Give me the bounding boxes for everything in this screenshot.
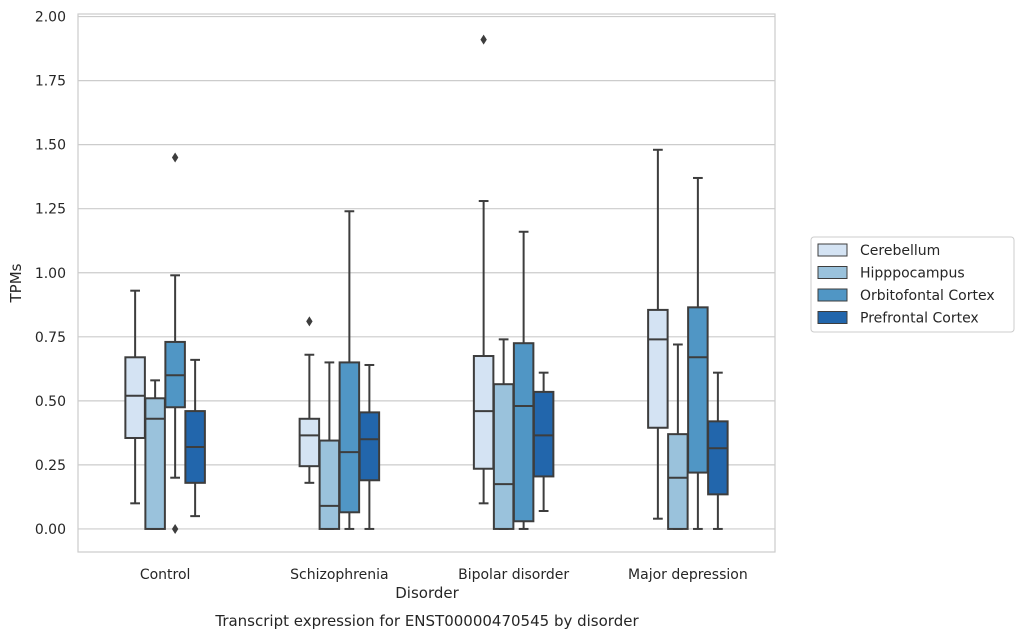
y-tick-label: 1.00 — [35, 266, 66, 282]
y-axis-title: TPMs — [7, 263, 25, 303]
category-group — [124, 152, 206, 534]
box-iqr — [707, 420, 729, 496]
box-iqr — [298, 417, 321, 468]
y-axis-ticks: 0.00 0.25 0.50 0.75 1.00 1.25 1.50 1.75 2.00 — [35, 10, 66, 538]
legend-label: Prefrontal Cortex — [860, 311, 979, 327]
outlier-point — [306, 316, 313, 327]
box-iqr — [472, 355, 495, 470]
box-iqr — [512, 342, 535, 523]
x-axis-title: Disorder — [395, 584, 459, 602]
legend-frame — [810, 236, 1015, 333]
box-groups — [124, 34, 729, 534]
plot-area-frame — [77, 13, 776, 553]
box-iqr — [358, 411, 381, 482]
category-group — [647, 148, 729, 530]
outlier-point — [171, 152, 179, 163]
y-tick-label: 1.50 — [35, 138, 66, 154]
x-tick-label: Schizophrenia — [290, 567, 388, 583]
legend-swatch — [817, 311, 848, 324]
x-tick-label: Control — [140, 567, 191, 583]
y-tick-label: 0.25 — [35, 458, 66, 474]
x-axis-ticks: Control Schizophrenia Bipolar disorder Majo… — [140, 567, 748, 583]
legend-label: Orbitofontal Cortex — [860, 288, 995, 304]
box-iqr — [124, 356, 146, 439]
category-group — [298, 210, 381, 530]
box-iqr — [532, 390, 555, 478]
legend-label: Cerebellum — [860, 243, 940, 259]
legend-swatch — [817, 266, 848, 279]
box-iqr — [338, 361, 361, 514]
y-tick-label: 2.00 — [35, 10, 66, 26]
box-iqr — [687, 306, 709, 474]
box-iqr — [647, 308, 669, 429]
legend: Cerebellum Hipppocampus Orbitofontal Corte… — [810, 236, 1015, 333]
y-tick-label: 1.75 — [35, 74, 66, 90]
y-tick-label: 0.50 — [35, 394, 66, 410]
outlier-point — [480, 34, 487, 45]
x-tick-label: Major depression — [628, 567, 748, 583]
y-tick-label: 0.75 — [35, 330, 66, 346]
box-iqr — [492, 383, 515, 530]
box-iqr — [667, 433, 689, 530]
legend-label: Hipppocampus — [860, 266, 965, 282]
y-tick-label: 1.25 — [35, 202, 66, 218]
legend-swatch — [817, 288, 848, 302]
box-iqr — [318, 439, 341, 530]
y-tick-label: 0.00 — [35, 522, 66, 538]
box-iqr — [144, 397, 166, 530]
outlier-point — [171, 523, 179, 534]
x-tick-label: Bipolar disorder — [458, 567, 569, 583]
legend-swatch — [817, 243, 848, 257]
category-group — [472, 34, 555, 530]
figure-caption: Transcript expression for ENST0000047054… — [214, 612, 639, 630]
